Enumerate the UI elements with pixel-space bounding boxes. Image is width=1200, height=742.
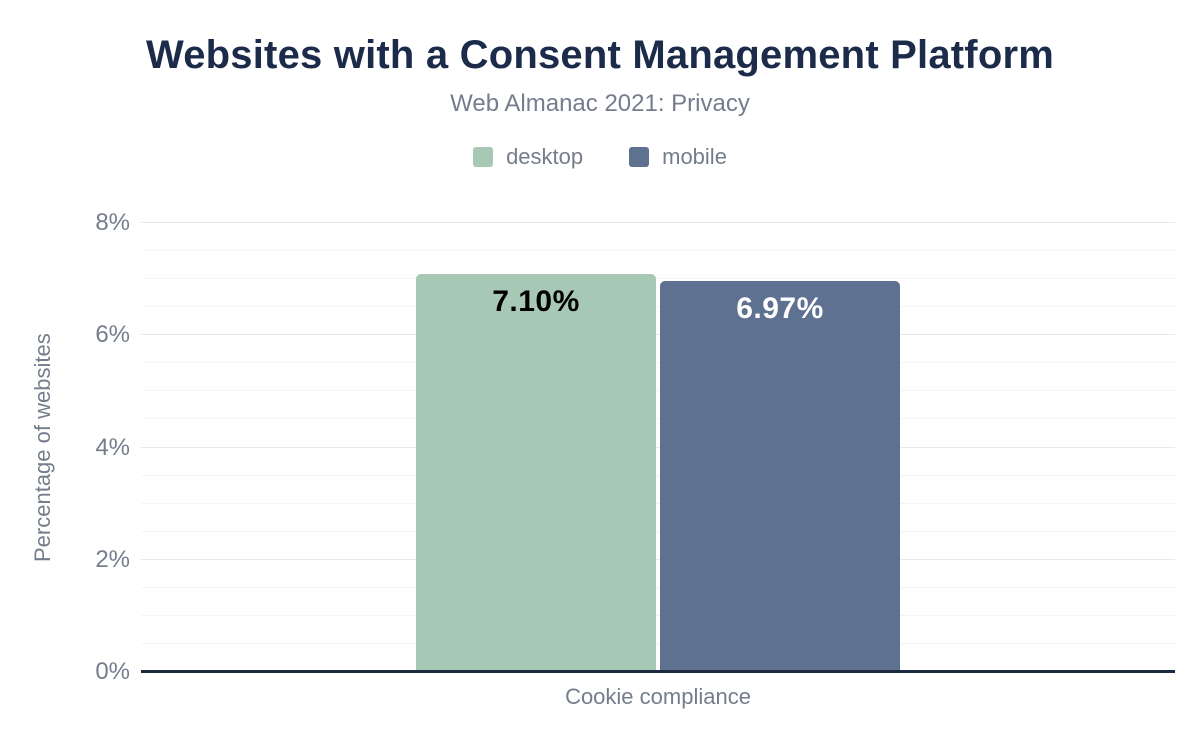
legend-item-desktop[interactable]: desktop [473,144,583,170]
gridline-minor [141,474,1175,476]
gridline-major [141,558,1175,560]
legend-item-mobile[interactable]: mobile [629,144,727,170]
gridline-major [141,334,1175,336]
gridline-minor [141,390,1175,392]
bar-value-label: 6.97% [736,291,824,325]
gridline-major [141,446,1175,448]
gridline-minor [141,306,1175,308]
gridline-minor [141,586,1175,588]
legend-swatch-desktop-icon [473,147,494,167]
gridline-minor [141,278,1175,280]
y-tick-label: 4% [95,433,130,461]
gridline-minor [141,642,1175,644]
bar-mobile[interactable]: 6.97% [660,280,900,672]
legend: desktop mobile [0,144,1200,170]
y-tick-label: 6% [95,321,130,349]
gridline-minor [141,418,1175,420]
gridline-major [141,222,1175,223]
bar-value-label: 7.10% [492,284,580,318]
page-title: Websites with a Consent Management Platf… [145,33,1054,77]
y-tick-label: 8% [95,209,130,236]
gridline-minor [141,614,1175,616]
x-axis-title: Cookie compliance [565,684,751,709]
y-axis-ticks: 0% 2% 4% 6% 8% [0,211,130,684]
gridline-minor [141,502,1175,504]
bar-desktop[interactable]: 7.10% [416,273,656,672]
gridline-minor [141,362,1175,364]
gridline-minor [141,250,1175,252]
plot-area: 7.10% 6.97% [141,222,1175,673]
legend-swatch-mobile-icon [629,147,650,167]
y-tick-label: 2% [95,545,130,573]
gridline-minor [141,530,1175,532]
chart-subtitle: Web Almanac 2021: Privacy [450,90,750,117]
legend-label: desktop [506,144,584,169]
y-tick-label: 0% [95,658,130,685]
x-axis-line [141,670,1175,673]
legend-label: mobile [662,144,727,169]
